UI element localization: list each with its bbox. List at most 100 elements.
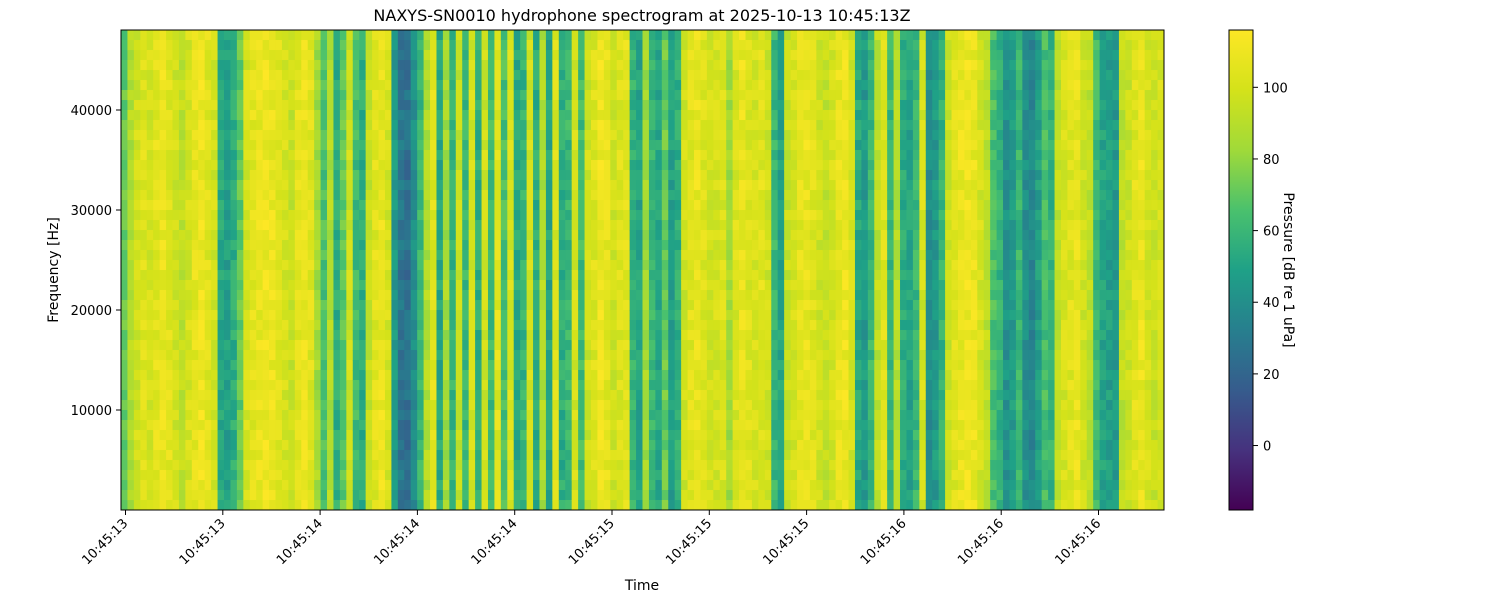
- heatmap-cell: [726, 410, 734, 421]
- heatmap-cell: [590, 60, 599, 71]
- heatmap-cell: [771, 110, 779, 121]
- heatmap-cell: [732, 480, 740, 491]
- heatmap-cell: [281, 240, 289, 251]
- heatmap-cell: [146, 130, 154, 141]
- heatmap-cell: [462, 50, 470, 61]
- heatmap-cell: [758, 420, 766, 431]
- heatmap-cell: [288, 460, 296, 471]
- heatmap-cell: [694, 140, 702, 151]
- heatmap-cell: [533, 210, 541, 221]
- heatmap-cell: [281, 200, 289, 211]
- heatmap-cell: [732, 490, 740, 501]
- heatmap-cell: [153, 290, 161, 301]
- heatmap-cell: [661, 80, 669, 91]
- heatmap-cell: [468, 420, 476, 431]
- heatmap-cell: [178, 380, 186, 391]
- heatmap-cell: [384, 230, 393, 241]
- heatmap-cell: [648, 270, 656, 281]
- heatmap-cell: [681, 370, 689, 381]
- heatmap-cell: [636, 270, 644, 281]
- heatmap-cell: [236, 500, 244, 510]
- heatmap-cell: [339, 230, 347, 241]
- heatmap-cell: [694, 250, 702, 261]
- heatmap-cell: [545, 60, 553, 71]
- heatmap-cell: [539, 300, 547, 311]
- heatmap-cell: [172, 490, 180, 501]
- heatmap-cell: [533, 380, 541, 391]
- heatmap-cell: [423, 30, 431, 41]
- heatmap-cell: [352, 200, 360, 211]
- heatmap-cell: [520, 30, 528, 41]
- heatmap-cell: [307, 210, 315, 221]
- heatmap-cell: [378, 370, 386, 381]
- heatmap-cell: [751, 420, 759, 431]
- heatmap-cell: [211, 30, 219, 41]
- heatmap-cell: [217, 250, 225, 261]
- heatmap-cell: [333, 370, 341, 381]
- heatmap-cell: [687, 230, 695, 241]
- heatmap-cell: [307, 240, 315, 251]
- heatmap-cell: [732, 170, 740, 181]
- heatmap-cell: [384, 400, 393, 411]
- heatmap-cell: [301, 30, 309, 41]
- heatmap-cell: [327, 120, 335, 131]
- heatmap-cell: [648, 200, 656, 211]
- heatmap-cell: [487, 90, 496, 101]
- heatmap-cell: [500, 40, 508, 51]
- heatmap-cell: [610, 240, 618, 251]
- heatmap-cell: [616, 170, 624, 181]
- heatmap-cell: [449, 110, 457, 121]
- heatmap-cell: [269, 280, 277, 291]
- heatmap-cell: [159, 50, 167, 61]
- heatmap-cell: [236, 350, 244, 361]
- heatmap-cell: [700, 340, 708, 351]
- heatmap-cell: [507, 500, 515, 510]
- heatmap-cell: [520, 450, 528, 461]
- heatmap-cell: [256, 110, 264, 121]
- heatmap-cell: [726, 250, 734, 261]
- heatmap-cell: [301, 210, 309, 221]
- heatmap-cell: [520, 370, 528, 381]
- heatmap-cell: [468, 470, 476, 481]
- heatmap-cell: [571, 50, 579, 61]
- heatmap-cell: [565, 140, 573, 151]
- heatmap-cell: [204, 280, 212, 291]
- heatmap-cell: [700, 470, 708, 481]
- heatmap-cell: [584, 460, 592, 471]
- heatmap-cell: [578, 480, 586, 491]
- heatmap-cell: [681, 160, 689, 171]
- heatmap-cell: [571, 440, 579, 451]
- heatmap-cell: [526, 40, 534, 51]
- heatmap-cell: [597, 410, 605, 421]
- heatmap-cell: [655, 140, 663, 151]
- heatmap-cell: [397, 370, 405, 381]
- heatmap-cell: [166, 210, 174, 221]
- heatmap-cell: [121, 240, 129, 251]
- heatmap-cell: [301, 250, 309, 261]
- heatmap-cell: [661, 50, 669, 61]
- heatmap-cell: [713, 410, 721, 421]
- heatmap-cell: [256, 180, 264, 191]
- heatmap-cell: [217, 340, 225, 351]
- heatmap-cell: [410, 450, 418, 461]
- heatmap-cell: [481, 460, 489, 471]
- heatmap-cell: [172, 100, 180, 111]
- heatmap-cell: [423, 450, 431, 461]
- heatmap-cell: [597, 400, 605, 411]
- heatmap-cell: [185, 370, 193, 381]
- heatmap-cell: [153, 280, 161, 291]
- heatmap-cell: [314, 440, 322, 451]
- heatmap-cell: [764, 320, 772, 331]
- heatmap-cell: [732, 70, 740, 81]
- heatmap-cell: [681, 230, 689, 241]
- heatmap-cell: [694, 470, 702, 481]
- heatmap-cell: [346, 90, 354, 101]
- heatmap-cell: [133, 340, 141, 351]
- heatmap-cell: [584, 240, 592, 251]
- heatmap-cell: [372, 340, 380, 351]
- heatmap-cell: [462, 490, 470, 501]
- heatmap-cell: [378, 300, 386, 311]
- heatmap-cell: [301, 500, 309, 510]
- heatmap-cell: [539, 40, 547, 51]
